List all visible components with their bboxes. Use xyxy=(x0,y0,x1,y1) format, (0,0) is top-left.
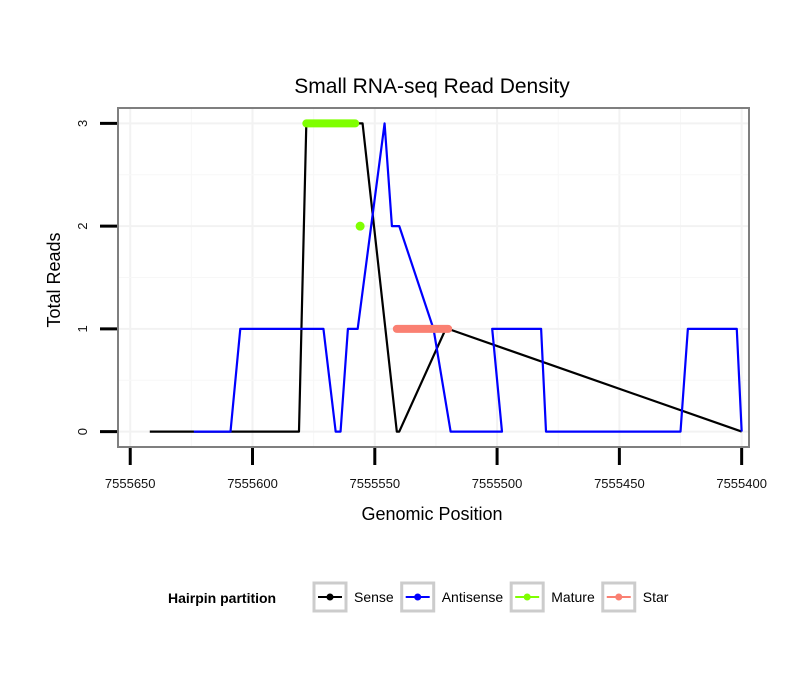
x-tick-label: 7555650 xyxy=(105,476,156,491)
y-tick-label: 0 xyxy=(75,428,90,435)
legend-key-dot xyxy=(326,593,334,601)
legend-key-star xyxy=(601,581,637,613)
x-tick-label: 7555500 xyxy=(472,476,523,491)
legend-key-antisense xyxy=(400,581,436,613)
x-tick-label: 7555450 xyxy=(594,476,645,491)
y-axis: 0 1 2 3 xyxy=(75,120,117,435)
legend-label-mature: Mature xyxy=(551,589,595,605)
legend-key-dot xyxy=(523,593,531,601)
legend-title: Hairpin partition xyxy=(168,590,276,606)
legend-key-mature xyxy=(509,581,545,613)
x-tick-label: 7555600 xyxy=(227,476,278,491)
panel-border xyxy=(117,107,750,448)
legend-label-antisense: Antisense xyxy=(442,589,504,605)
y-axis-title: Total Reads xyxy=(44,232,64,327)
grid xyxy=(118,108,749,447)
legend-label-sense: Sense xyxy=(354,589,394,605)
series-point-mature xyxy=(355,221,365,231)
x-axis-title: Genomic Position xyxy=(361,504,502,524)
legend-key-dot xyxy=(615,593,623,601)
y-tick-label: 3 xyxy=(75,120,90,127)
legend: Hairpin partition Sense Antisense Mature St… xyxy=(168,581,669,613)
series-line-antisense xyxy=(193,122,743,433)
x-tick-label: 7555550 xyxy=(349,476,400,491)
y-tick-label: 2 xyxy=(75,223,90,230)
legend-label-star: Star xyxy=(643,589,669,605)
legend-key-dot xyxy=(414,593,422,601)
legend-key-sense xyxy=(312,581,348,613)
x-axis: 7555650 7555600 7555550 7555500 7555450 75554… xyxy=(105,448,767,491)
series-layer xyxy=(149,119,743,433)
chart-title: Small RNA-seq Read Density xyxy=(294,75,570,98)
x-tick-label: 7555400 xyxy=(716,476,767,491)
y-tick-label: 1 xyxy=(75,325,90,332)
